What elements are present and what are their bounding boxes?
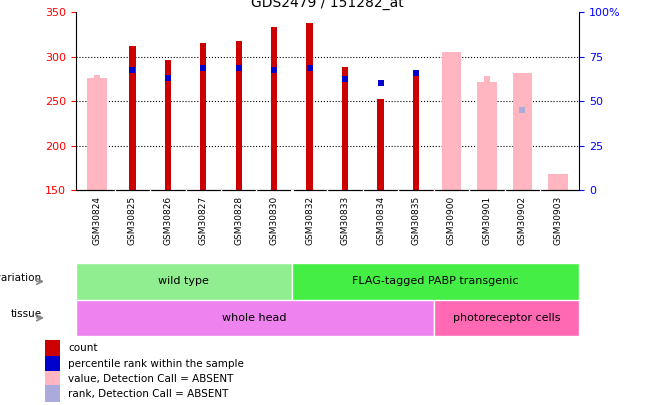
Bar — [129, 46, 136, 190]
Text: GSM30835: GSM30835 — [411, 196, 420, 245]
Text: GSM30903: GSM30903 — [553, 196, 563, 245]
Bar — [342, 66, 348, 190]
Bar — [45, 356, 59, 372]
Text: count: count — [68, 343, 98, 353]
Text: GSM30830: GSM30830 — [270, 196, 279, 245]
Bar — [377, 98, 384, 190]
Bar — [442, 52, 461, 190]
Text: value, Detection Call = ABSENT: value, Detection Call = ABSENT — [68, 374, 234, 384]
Title: GDS2479 / 151282_at: GDS2479 / 151282_at — [251, 0, 404, 10]
Text: GSM30832: GSM30832 — [305, 196, 314, 245]
Text: photoreceptor cells: photoreceptor cells — [453, 313, 560, 323]
Bar — [477, 82, 497, 190]
Text: FLAG-tagged PABP transgenic: FLAG-tagged PABP transgenic — [352, 277, 519, 286]
Bar — [307, 23, 313, 190]
Text: GSM30900: GSM30900 — [447, 196, 456, 245]
Bar — [236, 40, 242, 190]
Text: genotype/variation: genotype/variation — [0, 273, 41, 283]
Bar — [76, 263, 292, 300]
Text: GSM30826: GSM30826 — [163, 196, 172, 245]
Text: GSM30902: GSM30902 — [518, 196, 527, 245]
Bar — [88, 78, 107, 190]
Text: whole head: whole head — [222, 313, 287, 323]
Bar — [200, 43, 207, 190]
Bar — [548, 174, 567, 190]
Bar — [434, 300, 579, 336]
Bar — [76, 300, 434, 336]
Text: GSM30834: GSM30834 — [376, 196, 385, 245]
Bar — [164, 60, 171, 190]
Text: GSM30828: GSM30828 — [234, 196, 243, 245]
Text: wild type: wild type — [159, 277, 209, 286]
Text: GSM30901: GSM30901 — [482, 196, 492, 245]
Text: GSM30824: GSM30824 — [92, 196, 101, 245]
Text: percentile rank within the sample: percentile rank within the sample — [68, 359, 244, 369]
Bar — [413, 70, 419, 190]
Bar — [45, 371, 59, 388]
Bar — [271, 27, 278, 190]
Text: GSM30827: GSM30827 — [199, 196, 208, 245]
Bar — [292, 263, 579, 300]
Text: GSM30825: GSM30825 — [128, 196, 137, 245]
Bar — [513, 73, 532, 190]
Text: rank, Detection Call = ABSENT: rank, Detection Call = ABSENT — [68, 388, 229, 399]
Bar — [45, 340, 59, 356]
Text: tissue: tissue — [11, 309, 41, 319]
Bar — [45, 386, 59, 402]
Text: GSM30833: GSM30833 — [341, 196, 349, 245]
